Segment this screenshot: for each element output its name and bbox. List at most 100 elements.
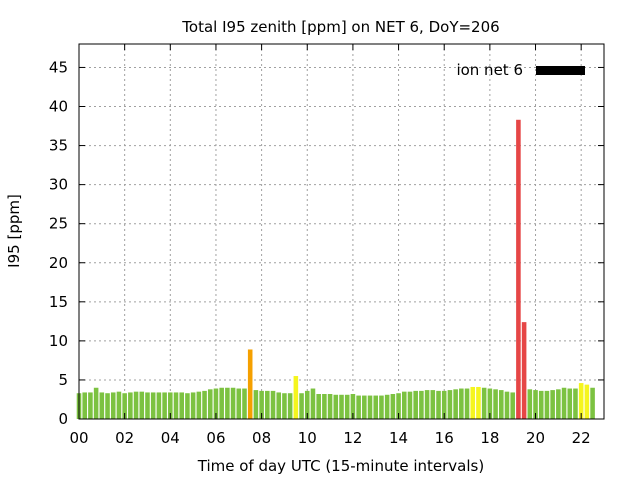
bar-11: [139, 391, 145, 419]
bar-21: [196, 391, 202, 419]
bar-58: [407, 391, 413, 419]
bar-43: [322, 394, 327, 419]
bar-1: [82, 392, 87, 419]
chart-title: Total I95 zenith [ppm] on NET 6, DoY=206: [181, 18, 499, 36]
bar-75: [504, 391, 510, 419]
x-tick-label: 16: [435, 429, 454, 447]
bar-16: [168, 392, 173, 419]
bar-67: [459, 388, 464, 419]
y-tick-label: 10: [49, 332, 68, 350]
bar-3: [93, 387, 99, 419]
bar-77: [516, 119, 521, 419]
bar-46: [339, 394, 344, 419]
bar-84: [556, 389, 561, 419]
bar-61: [424, 390, 430, 419]
bar-59: [413, 390, 418, 420]
plot-frame: [78, 43, 605, 420]
x-tick-label: 22: [572, 429, 591, 447]
bar-70: [476, 386, 481, 419]
x-tick-label: 00: [69, 429, 88, 447]
legend: ion net 6: [456, 61, 585, 79]
y-tick-label: 35: [49, 137, 68, 155]
bar-80: [533, 390, 538, 419]
bar-30: [247, 349, 253, 419]
bar-13: [150, 392, 156, 419]
legend-label: ion net 6: [456, 61, 523, 79]
bar-79: [527, 389, 533, 419]
x-tick-label: 18: [480, 429, 499, 447]
bar-49: [356, 395, 361, 419]
x-tick-label: 10: [298, 429, 317, 447]
bar-57: [401, 391, 407, 419]
x-tick-label: 14: [389, 429, 408, 447]
bar-52: [373, 395, 379, 419]
bar-53: [379, 395, 384, 419]
bar-78: [521, 322, 527, 420]
bar-25: [219, 387, 224, 419]
bar-38: [293, 376, 299, 419]
y-tick-label: 45: [49, 58, 68, 76]
bar-28: [236, 388, 242, 419]
bar-32: [259, 390, 264, 420]
bar-64: [441, 390, 447, 420]
bar-24: [213, 388, 219, 419]
legend-swatch: [536, 66, 585, 75]
bar-81: [538, 390, 544, 420]
bar-55: [390, 394, 396, 419]
bar-45: [333, 394, 339, 419]
y-tick-label: 20: [49, 254, 68, 272]
bar-31: [253, 390, 259, 419]
y-axis-label: I95 [ppm]: [5, 194, 23, 268]
bar-5: [105, 393, 110, 419]
y-tick-label: 15: [49, 293, 68, 311]
bar-29: [242, 388, 247, 419]
bar-68: [464, 388, 470, 419]
bar-22: [202, 390, 207, 420]
bar-50: [362, 395, 367, 419]
x-axis-label: Time of day UTC (15-minute intervals): [197, 457, 484, 475]
bar-76: [510, 392, 515, 419]
bar-44: [327, 394, 333, 419]
bar-56: [396, 393, 401, 419]
y-tick-label: 40: [49, 98, 68, 116]
bar-35: [276, 392, 282, 419]
y-tick-label: 0: [58, 410, 68, 428]
bar-51: [367, 395, 373, 419]
axis-ticks: 0 5 10 15 20 25 30 35 40 45 00 02 04 06 08 10 12 14 16 18 20…: [49, 44, 604, 447]
bar-17: [173, 392, 179, 419]
bar-37: [287, 393, 293, 419]
bar-89: [584, 384, 590, 420]
bar-88: [578, 383, 584, 419]
bar-26: [225, 387, 230, 419]
bar-54: [384, 394, 390, 419]
bar-82: [544, 390, 550, 420]
bar-8: [122, 393, 127, 419]
bar-90: [590, 387, 595, 419]
x-tick-label: 02: [115, 429, 134, 447]
bar-19: [185, 393, 190, 419]
x-tick-label: 06: [206, 429, 225, 447]
bar-71: [481, 387, 487, 419]
bar-12: [145, 392, 150, 419]
bar-42: [316, 394, 321, 419]
bar-33: [265, 390, 270, 420]
bar-40: [304, 390, 310, 420]
bar-63: [436, 390, 441, 420]
x-tick-label: 20: [526, 429, 545, 447]
bar-86: [567, 388, 573, 419]
bar-14: [156, 392, 162, 419]
bar-69: [470, 386, 476, 419]
bar-66: [453, 389, 458, 419]
bar-36: [282, 393, 287, 419]
bar-23: [207, 389, 213, 419]
bar-73: [493, 389, 498, 419]
bar-27: [230, 387, 236, 419]
y-tick-label: 5: [58, 371, 68, 389]
bar-83: [550, 390, 555, 419]
bar-6: [110, 392, 116, 419]
bar-10: [133, 391, 139, 419]
bar-series: [76, 119, 595, 420]
bar-74: [499, 390, 504, 419]
y-tick-label: 25: [49, 215, 68, 233]
